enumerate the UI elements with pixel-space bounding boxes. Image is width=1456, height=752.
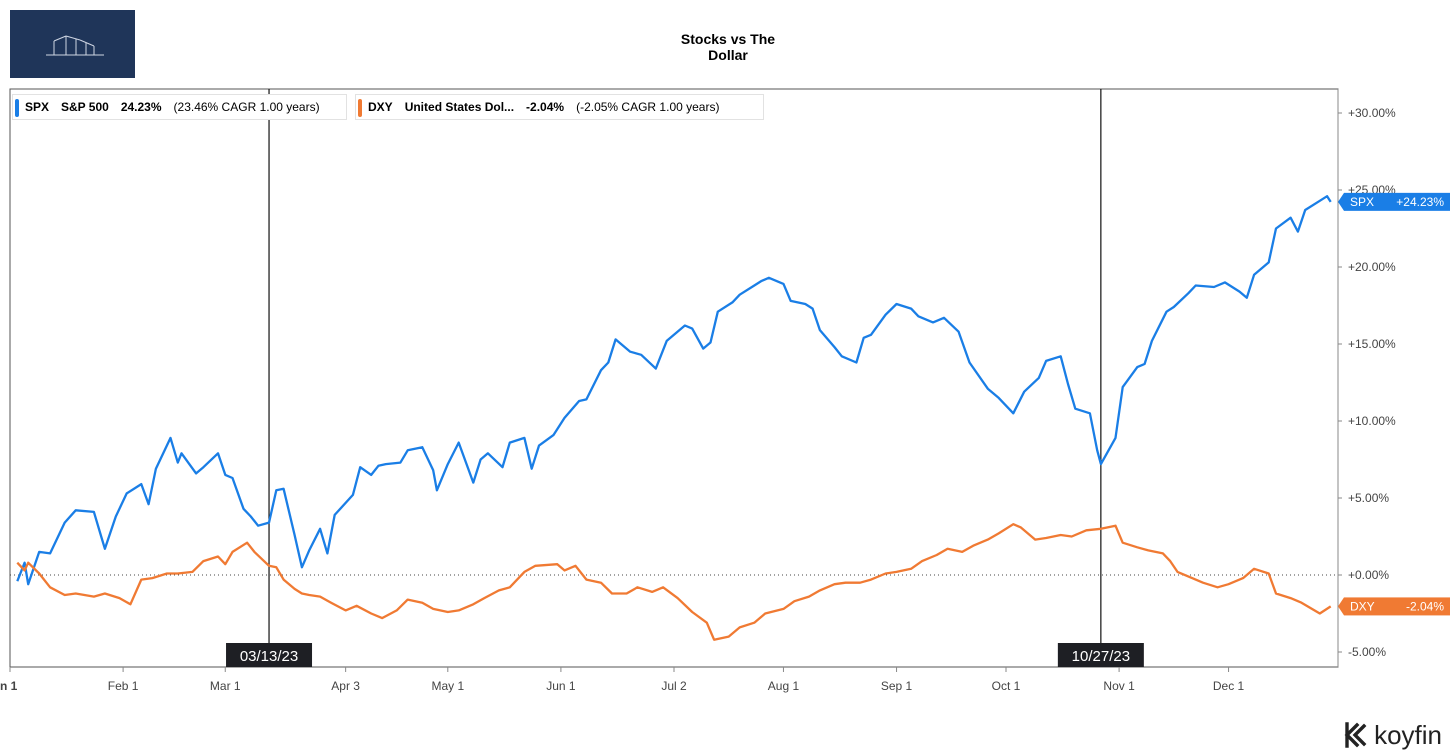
x-tick-label: Mar 1 <box>210 679 241 693</box>
end-label-box <box>1344 192 1450 211</box>
legend-item-dxy[interactable]: DXY United States Dol... -2.04% (-2.05% … <box>355 94 764 120</box>
end-label-arrow <box>1338 597 1344 616</box>
koyfin-logo: koyfin <box>1344 722 1442 748</box>
x-tick-label: Feb 1 <box>108 679 139 693</box>
y-tick-label: -5.00% <box>1348 645 1386 659</box>
chart-title-line1: Stocks vs The <box>680 31 776 47</box>
legend-change: 24.23% <box>120 100 162 114</box>
x-tick-label: Jul 2 <box>661 679 687 693</box>
brand-logo <box>10 10 135 78</box>
x-tick-label: Nov 1 <box>1103 679 1135 693</box>
y-tick-label: +30.00% <box>1348 106 1396 120</box>
x-tick-label: Apr 3 <box>331 679 360 693</box>
end-label-arrow <box>1338 192 1344 211</box>
legend-name: United States Dol... <box>404 100 515 114</box>
crosshair-date-box <box>226 643 313 667</box>
koyfin-mark-icon <box>1344 722 1367 748</box>
legend-name: S&P 500 <box>61 100 109 114</box>
logo-lines-icon <box>46 35 104 56</box>
y-tick-label: +0.00% <box>1348 568 1389 582</box>
x-tick-label: May 1 <box>431 679 464 693</box>
series-line-spx <box>16 195 1332 586</box>
end-label-ticker: SPX <box>1350 195 1374 209</box>
legend-swatch-dxy <box>358 99 362 117</box>
crosshair-date-box <box>1057 643 1144 667</box>
end-label-dxy: DXY -2.04% <box>1338 597 1450 616</box>
end-label-value: +24.23% <box>1396 195 1444 209</box>
y-tick-label: +20.00% <box>1348 260 1396 274</box>
crosshair-date-label: 03/13/23 <box>240 648 298 665</box>
legend-change: -2.04% <box>526 100 565 114</box>
koyfin-wordmark: koyfin <box>1374 720 1442 750</box>
x-tick-label: n 1 <box>0 679 18 693</box>
crosshair-date-label: 10/27/23 <box>1072 648 1130 665</box>
x-tick-label: Oct 1 <box>992 679 1021 693</box>
end-label-box <box>1344 597 1450 616</box>
y-tick-label: +5.00% <box>1348 491 1389 505</box>
y-tick-label: +15.00% <box>1348 337 1396 351</box>
plot-area-frame <box>9 88 1339 668</box>
legend-cagr: (-2.05% CAGR 1.00 years) <box>576 100 720 114</box>
legend-ticker: SPX <box>25 100 50 114</box>
legend-ticker: DXY <box>368 100 393 114</box>
x-tick-label: Aug 1 <box>768 679 800 693</box>
series-line-dxy <box>16 523 1332 641</box>
x-tick-label: Jun 1 <box>546 679 576 693</box>
chart-title: Stocks vs The Dollar <box>0 31 1456 63</box>
legend-cagr: (23.46% CAGR 1.00 years) <box>173 100 320 114</box>
end-label-spx: SPX +24.23% <box>1338 192 1450 211</box>
chart-title-line2: Dollar <box>708 47 748 63</box>
end-label-ticker: DXY <box>1350 599 1375 613</box>
end-label-value: -2.04% <box>1406 599 1444 613</box>
legend-item-spx[interactable]: SPX S&P 500 24.23% (23.46% CAGR 1.00 yea… <box>12 94 347 120</box>
x-tick-label: Sep 1 <box>881 679 913 693</box>
legend-swatch-spx <box>15 99 19 117</box>
y-tick-label: +10.00% <box>1348 414 1396 428</box>
x-tick-label: Dec 1 <box>1213 679 1245 693</box>
